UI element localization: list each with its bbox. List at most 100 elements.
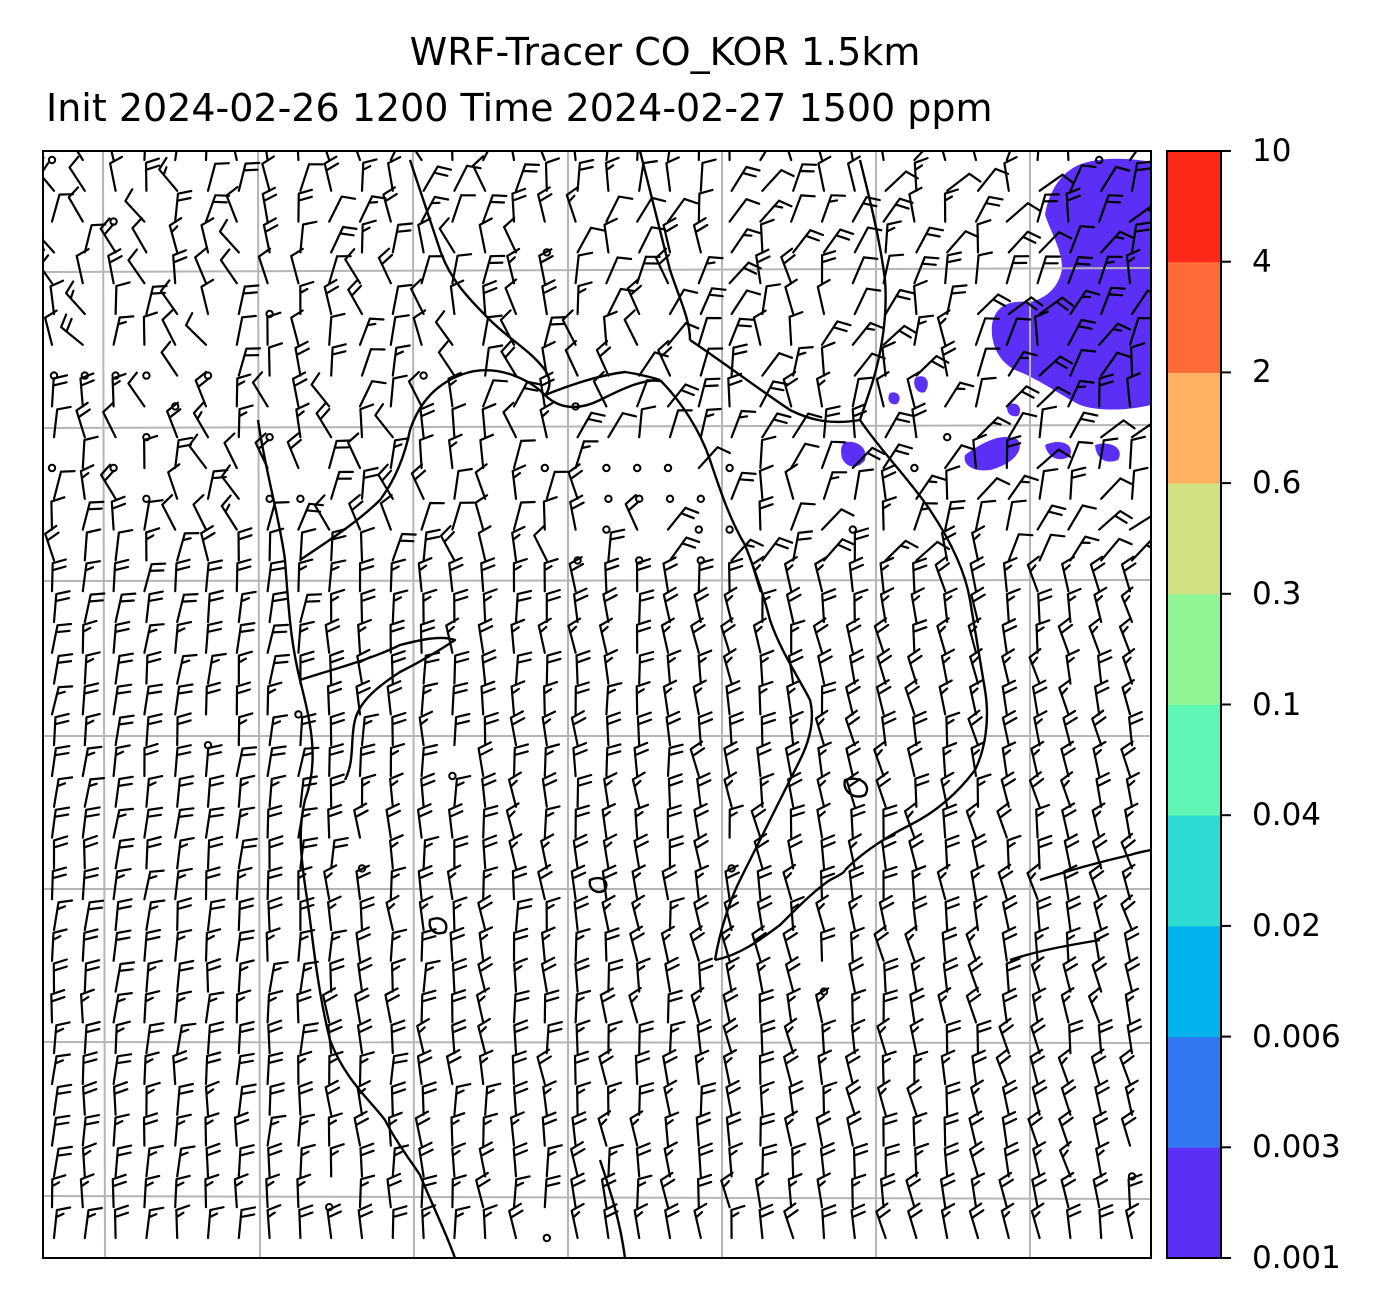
wind-barb: [821, 1204, 837, 1240]
wind-barb: [816, 371, 831, 408]
wind-barb: [816, 1172, 831, 1209]
wind-barb: [635, 1142, 652, 1178]
wind-barb: [1100, 165, 1131, 192]
wind-barb: [237, 1144, 255, 1178]
wind-barb: [299, 163, 324, 192]
wind-barb: [204, 681, 221, 716]
wind-barb: [451, 403, 467, 439]
colorbar-segment: [1167, 1036, 1221, 1148]
colorbar-segment: [1167, 704, 1221, 816]
wind-barb: [449, 279, 465, 316]
wind-barb: [730, 538, 764, 562]
wind-barb: [237, 959, 255, 993]
wind-barb: [1095, 1141, 1110, 1178]
wind-barb: [192, 494, 208, 531]
wind-barb: [728, 198, 761, 223]
wind-barb: [414, 1110, 431, 1147]
wind-barb: [355, 151, 362, 162]
wind-barb: [60, 313, 84, 346]
wind-barb: [851, 376, 874, 408]
wind-barb: [112, 929, 132, 962]
wind-barb: [850, 1203, 866, 1240]
wind-barb: [52, 1206, 72, 1240]
wind-barb: [82, 834, 99, 870]
wind-barb: [1069, 164, 1097, 192]
wind-barb: [662, 556, 678, 593]
wind-barb: [604, 927, 620, 962]
wind-barb: [628, 986, 642, 1024]
wind-barb: [545, 470, 570, 500]
wind-barb: [1100, 286, 1126, 316]
wind-barb: [422, 588, 438, 624]
wind-barb: [204, 1173, 220, 1209]
wind-barb: [570, 710, 587, 747]
wind-barb: [235, 681, 252, 716]
wind-barb: [636, 151, 639, 162]
wind-barb: [880, 1173, 896, 1209]
wind-barb: [1031, 679, 1048, 716]
wind-barb: [266, 1114, 287, 1147]
wind-barb: [1001, 894, 1018, 932]
wind-barb: [358, 558, 375, 593]
wind-barb: [176, 1082, 194, 1116]
wind-barb: [266, 804, 283, 839]
wind-barb: [607, 412, 638, 439]
wind-barb: [668, 897, 685, 932]
wind-barb: [940, 648, 955, 685]
wind-barb: [359, 526, 375, 562]
wind-barb: [176, 712, 192, 747]
wind-barb: [668, 288, 699, 316]
wind-barb: [261, 186, 278, 223]
wind-barb: [567, 463, 583, 500]
wind-barb: [422, 959, 441, 993]
wind-barb: [882, 804, 898, 839]
wind-barb: [786, 586, 802, 624]
wind-barb: [184, 312, 208, 346]
wind-barb: [50, 1174, 67, 1209]
wind-barb: [330, 470, 354, 500]
wind-barb: [944, 381, 975, 408]
wind-barb: [81, 1114, 100, 1147]
wind-barb: [1118, 617, 1132, 654]
calm-circle: [910, 463, 919, 473]
wind-barb: [1093, 894, 1107, 932]
wind-barb: [477, 525, 492, 562]
wind-barb: [131, 217, 148, 254]
wind-barb: [438, 217, 456, 254]
wind-barb: [876, 648, 892, 685]
wind-barb: [539, 371, 555, 408]
wind-barb: [484, 1082, 502, 1116]
wind-barb: [297, 1113, 316, 1147]
wind-barb: [976, 347, 1001, 377]
wind-barb: [662, 679, 678, 716]
wind-barb: [666, 383, 700, 408]
wind-barb: [235, 806, 256, 839]
wind-barb: [112, 620, 131, 654]
wind-barb: [1069, 289, 1101, 316]
wind-barb: [567, 617, 582, 654]
wind-barb: [176, 775, 195, 808]
wind-barb: [451, 253, 473, 285]
wind-barb: [299, 1022, 319, 1055]
wind-barb: [83, 528, 102, 562]
calm-circle: [448, 771, 457, 781]
wind-barb: [600, 1172, 617, 1209]
wind-barb: [176, 593, 199, 624]
wind-barb: [50, 866, 68, 901]
wind-barb: [884, 288, 915, 316]
wind-barb: [1128, 435, 1146, 470]
wind-barb: [722, 648, 737, 685]
wind-barb: [631, 864, 646, 901]
wind-barb: [789, 896, 805, 932]
wind-barb: [145, 1081, 161, 1116]
wind-barb: [603, 649, 619, 685]
wind-barb: [1037, 834, 1053, 870]
wind-barb: [849, 926, 865, 962]
wind-barb: [905, 1171, 921, 1209]
wind-barb: [976, 219, 992, 254]
wind-barb: [1038, 355, 1073, 377]
wind-barb: [848, 894, 863, 932]
wind-barb: [605, 256, 633, 285]
wind-barb: [788, 311, 804, 346]
wind-barb: [512, 743, 529, 778]
